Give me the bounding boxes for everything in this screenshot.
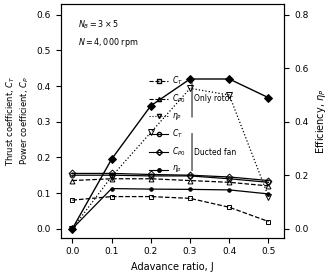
Text: $N= 4,000$ rpm: $N= 4,000$ rpm bbox=[78, 36, 139, 49]
Y-axis label: Efficiency, $\eta_P$: Efficiency, $\eta_P$ bbox=[314, 88, 328, 154]
X-axis label: Adavance ratio, J: Adavance ratio, J bbox=[131, 262, 214, 272]
Text: Only rotor: Only rotor bbox=[194, 94, 233, 103]
Text: $N_B = 3 \times 5$: $N_B = 3 \times 5$ bbox=[78, 18, 120, 31]
Text: $C_{P0}$: $C_{P0}$ bbox=[172, 146, 185, 158]
Y-axis label: Thrust coefficient, $C_T$
Power coefficient, $C_P$: Thrust coefficient, $C_T$ Power coeffici… bbox=[4, 76, 31, 166]
Text: $C_T$: $C_T$ bbox=[172, 75, 183, 87]
Text: $C_T$: $C_T$ bbox=[172, 128, 183, 140]
Text: $\eta_p$: $\eta_p$ bbox=[172, 164, 182, 176]
Text: Ducted fan: Ducted fan bbox=[194, 148, 236, 156]
Text: $\eta_P$: $\eta_P$ bbox=[172, 111, 182, 122]
Text: $C_{P0}$: $C_{P0}$ bbox=[172, 92, 185, 105]
